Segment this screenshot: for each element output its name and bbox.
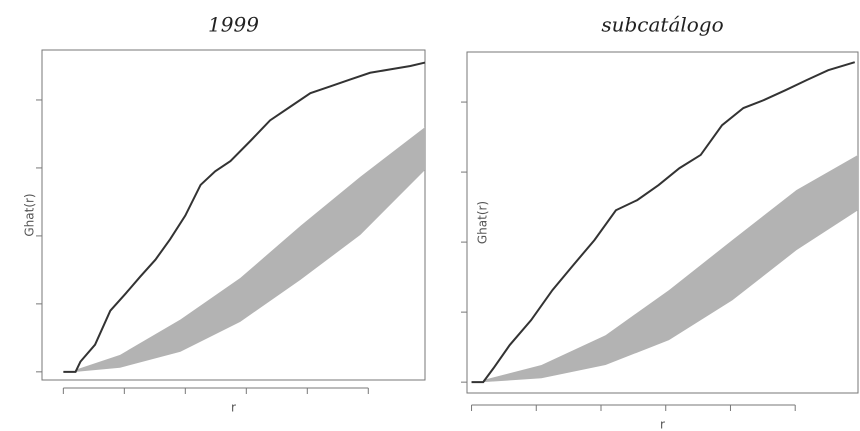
y-axis-label: Ghat(r) <box>23 193 37 236</box>
x-axis-label: r <box>231 401 236 415</box>
line <box>63 61 426 373</box>
chart-title: subcatálogo <box>601 13 723 37</box>
plot-frame <box>466 51 859 394</box>
chart-title: 1999 <box>208 13 259 37</box>
y-axis-label: Ghat(r) <box>476 201 490 244</box>
envelope <box>75 127 425 372</box>
envelope <box>483 154 858 383</box>
x-axis-label: r <box>660 418 665 431</box>
plot-frame <box>41 49 426 381</box>
line <box>471 61 856 384</box>
